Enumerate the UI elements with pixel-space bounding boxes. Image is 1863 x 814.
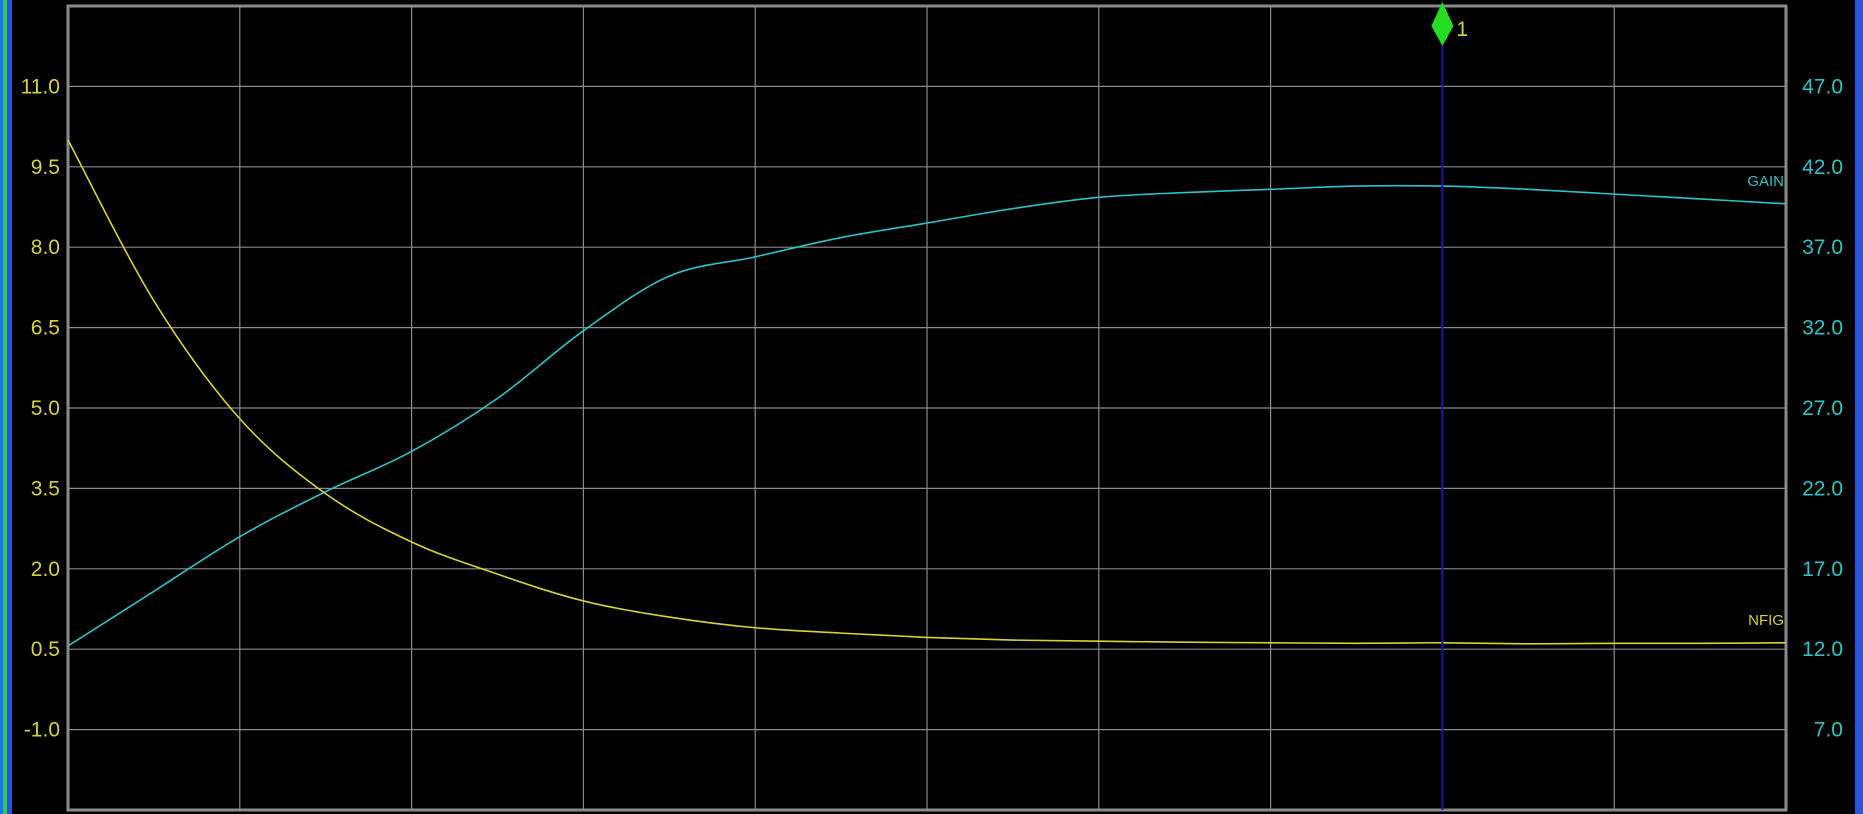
- right-tick-label: 12.0: [1802, 638, 1843, 661]
- marker-label: 1: [1456, 18, 1468, 41]
- series-group: GAIN NFIG: [67, 139, 1787, 647]
- marker-diamond-icon: [1431, 2, 1454, 46]
- right-tick-label: 32.0: [1802, 317, 1843, 340]
- left-tick-label: 8.0: [31, 236, 60, 259]
- trace-label-gain: GAIN: [1747, 173, 1784, 190]
- left-tick-label: 6.5: [31, 317, 60, 340]
- right-border-strip: [1855, 0, 1863, 814]
- right-axis-ticks: 47.0 42.0 37.0 32.0 27.0 22.0 17.0 12.0 7.0: [1802, 75, 1843, 741]
- right-tick-label: 7.0: [1814, 719, 1843, 742]
- left-border-strip: [0, 0, 12, 814]
- right-tick-label: 47.0: [1802, 75, 1843, 98]
- right-tick-label: 37.0: [1802, 236, 1843, 259]
- left-tick-label: 5.0: [31, 397, 60, 420]
- left-tick-label: 2.0: [31, 558, 60, 581]
- left-tick-label: 0.5: [31, 638, 60, 661]
- left-tick-label: 9.5: [31, 156, 60, 179]
- left-axis-ticks: 11.0 9.5 8.0 6.5 5.0 3.5 2.0 0.5 -1.0: [21, 75, 60, 741]
- left-tick-label: 3.5: [31, 477, 60, 500]
- left-tick-label: -1.0: [24, 719, 60, 742]
- right-tick-label: 42.0: [1802, 156, 1843, 179]
- right-tick-label: 27.0: [1802, 397, 1843, 420]
- series-line-gain: [67, 184, 1787, 647]
- trace-label-nfig: NFIG: [1748, 612, 1784, 629]
- marker-group: 1: [1431, 2, 1468, 810]
- left-tick-label: 11.0: [21, 75, 60, 98]
- right-tick-label: 17.0: [1802, 558, 1843, 581]
- right-tick-label: 22.0: [1802, 477, 1843, 500]
- grid: [66, 4, 1788, 812]
- series-line-nfig: [67, 139, 1787, 645]
